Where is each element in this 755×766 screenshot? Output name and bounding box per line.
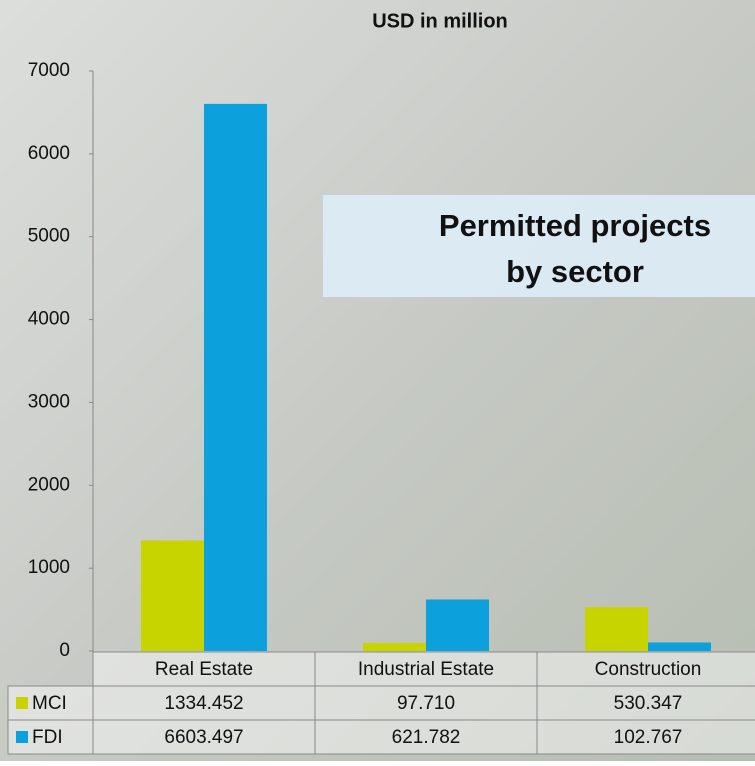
table-header-cell [314, 651, 538, 687]
table-value: 1334.452 [164, 693, 243, 714]
x-tick-label: Real Estate [155, 659, 253, 680]
table-cell [314, 719, 538, 755]
chart-title: USD in million [372, 10, 508, 32]
y-tick-label: 4000 [28, 309, 70, 330]
y-tick-label: 2000 [28, 474, 70, 495]
annotation-box [323, 195, 755, 297]
x-tick-label: Construction [595, 659, 702, 680]
legend-label: MCI [32, 693, 67, 714]
table-value: 102.767 [614, 727, 683, 748]
table-cell [536, 719, 755, 755]
annotation: Permitted projects [439, 208, 711, 243]
bar [426, 599, 489, 651]
legend-swatch [16, 697, 28, 709]
bar [141, 540, 204, 651]
bar [363, 642, 426, 651]
y-tick-label: 1000 [28, 557, 70, 578]
y-tick-label: 7000 [28, 60, 70, 81]
table-cell [92, 719, 316, 755]
table-value: 530.347 [614, 693, 683, 714]
x-tick-label: Industrial Estate [358, 659, 494, 680]
table-value: 6603.497 [164, 727, 243, 748]
bar [585, 607, 648, 651]
bar [204, 103, 267, 652]
y-tick-label: 6000 [28, 143, 70, 164]
y-tick-label: 3000 [28, 391, 70, 412]
annotation: by sector [506, 254, 644, 289]
y-tick-label: 5000 [28, 226, 70, 247]
table-cell [536, 685, 755, 721]
legend-swatch [16, 731, 28, 743]
table-value: 97.710 [397, 693, 455, 714]
table-value: 621.782 [392, 727, 461, 748]
table-cell [92, 685, 316, 721]
bar [648, 642, 711, 651]
y-tick-label: 0 [59, 640, 70, 661]
legend-label: FDI [32, 727, 63, 748]
table-header-cell [536, 651, 755, 687]
